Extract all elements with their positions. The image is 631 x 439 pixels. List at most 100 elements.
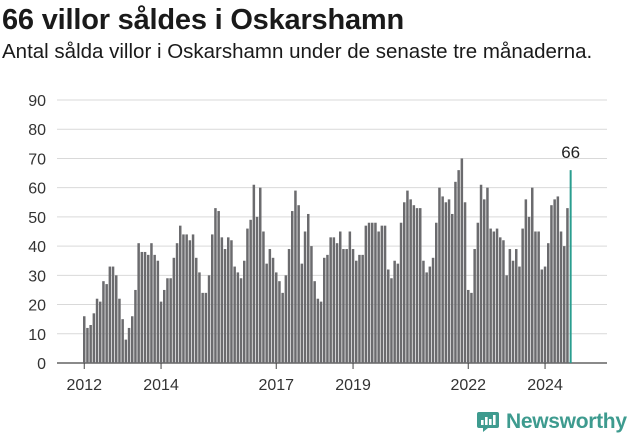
bar [425,272,428,363]
bar [271,257,275,363]
bar [486,187,489,363]
bar [524,199,528,363]
bar [102,281,105,363]
x-tick-label: 2017 [258,377,294,394]
bar [156,260,160,363]
bar [86,327,89,363]
chart-title: 66 villor såldes i Oskarshamn [2,4,405,36]
bar [297,205,300,363]
bar [479,184,483,363]
bar [563,246,566,363]
bar [127,327,131,363]
bar [470,292,473,363]
bar [214,208,217,363]
bar [537,231,540,363]
bar [291,211,294,363]
bar [201,292,204,363]
bar [124,339,128,363]
bar [198,272,201,363]
bar [83,316,86,363]
bar [300,263,304,363]
y-tick-label: 50 [28,210,46,227]
bar [313,281,316,363]
bar [361,254,364,363]
highlight-label: 66 [561,143,580,162]
bar [188,240,192,363]
y-tick-label: 70 [28,151,46,168]
bar [483,199,486,363]
bar [559,231,563,363]
bar [438,187,441,363]
bar [556,196,560,363]
bar [319,301,323,363]
bar [422,260,425,363]
bar [387,269,390,363]
y-tick-label: 30 [28,268,46,285]
bar [262,231,265,363]
bar [191,234,195,363]
bar [377,231,380,363]
bar [390,278,393,363]
bar [159,301,163,363]
bar [371,222,374,363]
bar [175,243,179,363]
bar [118,298,121,363]
bar [335,243,339,363]
y-tick-label: 0 [37,356,46,373]
bar [326,254,329,363]
y-tick-label: 90 [28,93,46,110]
bar [380,225,384,363]
bar [111,266,115,363]
bar [316,298,320,363]
bar [515,249,518,363]
bar [323,257,326,363]
bar [566,208,569,363]
bar [431,257,435,363]
bar [342,249,345,363]
bar [195,257,198,363]
bar [355,260,358,363]
bar [220,237,224,363]
bar [428,266,432,363]
bar [179,225,182,363]
bar [508,249,512,363]
bar [217,211,220,363]
brand-name: Newsworthy [506,410,627,433]
bar [374,222,377,363]
bar [534,231,537,363]
bar [108,266,112,363]
bar [521,228,524,363]
bar [447,199,451,363]
bar [99,301,102,363]
bar [230,240,233,363]
bar [249,219,252,363]
bar [185,234,188,363]
bar [223,249,227,363]
bar [140,251,144,363]
bar [399,222,403,363]
bar [259,187,262,363]
bar [550,205,553,363]
bar [182,234,185,363]
bar [281,292,284,363]
bar [543,266,547,363]
bar-chart: 0 10 20 30 40 50 60 70 80 90 66 2012 2014 2017 2019 202… [28,93,607,394]
bar [441,196,444,363]
bar [211,234,214,363]
bar [499,237,502,363]
bar [547,243,550,363]
x-tick-label: 2022 [450,377,486,394]
y-tick-label: 80 [28,122,46,139]
y-tick-label: 60 [28,181,46,198]
bar [409,199,412,363]
bar [284,275,288,363]
bar [287,249,291,363]
bar [275,272,278,363]
bar [207,275,211,363]
bar [147,254,150,363]
bar [166,278,169,363]
bar [463,202,467,363]
bar [518,266,521,363]
bar [339,231,342,363]
bar [460,158,464,363]
